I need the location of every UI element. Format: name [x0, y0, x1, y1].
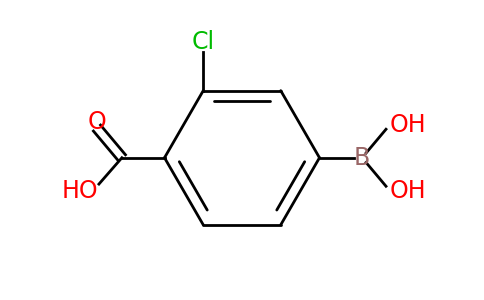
Text: O: O [88, 110, 106, 134]
Text: OH: OH [390, 179, 426, 203]
Text: HO: HO [61, 179, 98, 203]
Text: Cl: Cl [192, 30, 215, 54]
Text: B: B [354, 146, 370, 170]
Text: OH: OH [390, 112, 426, 136]
